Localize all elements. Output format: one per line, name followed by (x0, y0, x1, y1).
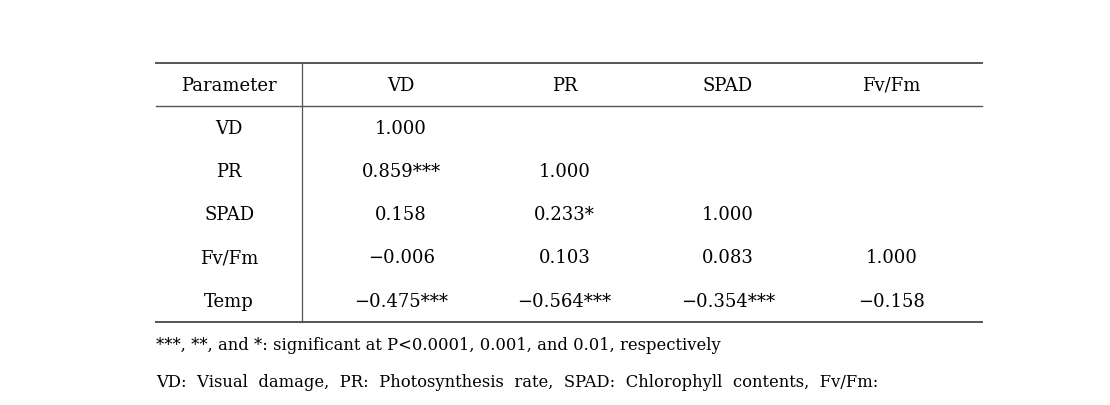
Text: 1.000: 1.000 (703, 206, 754, 224)
Text: VD: VD (215, 120, 243, 138)
Text: 0.859***: 0.859*** (362, 163, 441, 181)
Text: −0.564***: −0.564*** (517, 292, 612, 310)
Text: −0.475***: −0.475*** (354, 292, 448, 310)
Text: ***, **, and *: significant at P<0.0001, 0.001, and 0.01, respectively: ***, **, and *: significant at P<0.0001,… (155, 336, 720, 353)
Text: Parameter: Parameter (181, 77, 276, 95)
Text: PR: PR (552, 77, 577, 95)
Text: −0.158: −0.158 (858, 292, 925, 310)
Text: 0.103: 0.103 (538, 249, 591, 267)
Text: SPAD: SPAD (703, 77, 753, 95)
Text: −0.354***: −0.354*** (680, 292, 775, 310)
Text: Temp: Temp (204, 292, 254, 310)
Text: VD: VD (387, 77, 415, 95)
Text: 1.000: 1.000 (866, 249, 917, 267)
Text: 1.000: 1.000 (538, 163, 591, 181)
Text: 0.233*: 0.233* (534, 206, 595, 224)
Text: Fv/Fm: Fv/Fm (862, 77, 920, 95)
Text: Fv/Fm: Fv/Fm (200, 249, 259, 267)
Text: 0.083: 0.083 (703, 249, 754, 267)
Text: SPAD: SPAD (204, 206, 254, 224)
Text: −0.006: −0.006 (367, 249, 435, 267)
Text: VD:  Visual  damage,  PR:  Photosynthesis  rate,  SPAD:  Chlorophyll  contents, : VD: Visual damage, PR: Photosynthesis ra… (155, 373, 878, 390)
Text: PR: PR (216, 163, 242, 181)
Text: 0.158: 0.158 (375, 206, 427, 224)
Text: 1.000: 1.000 (375, 120, 427, 138)
